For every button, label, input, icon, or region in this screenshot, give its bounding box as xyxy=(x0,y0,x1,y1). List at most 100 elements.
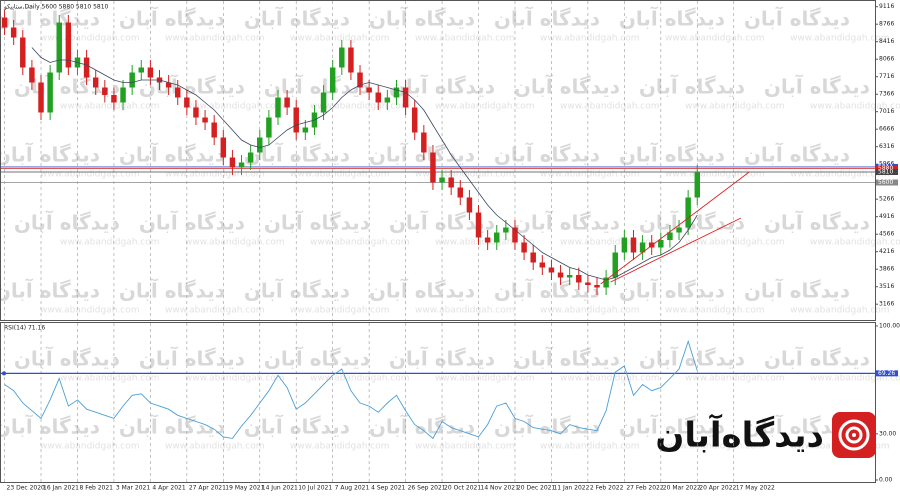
watermark-url: www.abandidgah.com xyxy=(540,34,640,44)
candle-body xyxy=(375,92,381,103)
y-tick-label: 3166 xyxy=(879,301,894,308)
candle-body xyxy=(92,77,99,88)
candle-body xyxy=(475,212,482,238)
x-tick-label: 16 Jan 2021 xyxy=(43,485,79,492)
watermark-url: www.abandidgah.com xyxy=(665,170,765,180)
watermark-url: www.abandidgah.com xyxy=(665,442,765,452)
candle-body xyxy=(694,172,700,198)
candle-body xyxy=(120,87,126,103)
candle-body xyxy=(466,197,473,213)
watermark-brand: دیدگاه آبان xyxy=(639,346,745,371)
watermark-url: www.abandidgah.com xyxy=(790,306,890,316)
x-tick-label: 2 Feb 2022 xyxy=(590,485,624,492)
watermark-brand: دیدگاه آبان xyxy=(494,6,600,31)
watermark-url: www.abandidgah.com xyxy=(185,238,285,248)
candle-body xyxy=(539,262,546,268)
candle-body xyxy=(585,282,591,285)
watermark-brand: دیدگاه آبان xyxy=(244,278,350,303)
candle-body xyxy=(384,97,391,103)
watermark-url: www.abandidgah.com xyxy=(185,102,285,112)
x-tick-label: 14 Jun 2021 xyxy=(262,485,298,492)
candle-body xyxy=(594,285,600,288)
candle-body xyxy=(65,22,72,68)
watermark-url: www.abandidgah.com xyxy=(290,442,390,452)
watermark-url: www.abandidgah.com xyxy=(185,374,285,384)
candle-body xyxy=(576,275,582,283)
y-tick-label: 4916 xyxy=(879,213,894,220)
watermark-url: www.abandidgah.com xyxy=(435,374,535,384)
candle-body xyxy=(439,177,445,183)
watermark-url: www.abandidgah.com xyxy=(165,442,265,452)
watermark-url: www.abandidgah.com xyxy=(165,170,265,180)
candle-body xyxy=(284,97,290,108)
watermark-brand: دیدگاه آبان xyxy=(639,210,745,235)
watermark-brand: دیدگاه آبان xyxy=(139,346,245,371)
y-tick-label: 3516 xyxy=(879,283,894,290)
rsi-title: RSI(14) 71.16 xyxy=(4,325,45,332)
x-tick-label: 10 Jul 2021 xyxy=(298,485,332,492)
watermark-url: www.abandidgah.com xyxy=(290,34,390,44)
candle-body xyxy=(457,187,464,198)
y-tick-label: 6316 xyxy=(879,143,894,150)
x-tick-label: 20 Apr 2022 xyxy=(699,485,736,492)
candle-body xyxy=(339,47,345,68)
watermark-url: www.abandidgah.com xyxy=(290,306,390,316)
x-tick-label: 20 Dec 2021 xyxy=(517,485,556,492)
watermark-brand: دیدگاه آبان xyxy=(119,414,225,439)
watermark-url: www.abandidgah.com xyxy=(810,374,900,384)
watermark-brand: دیدگاه آبان xyxy=(369,278,475,303)
candle-body xyxy=(494,232,500,243)
candle-body xyxy=(129,72,135,88)
watermark-url: www.abandidgah.com xyxy=(60,102,160,112)
candle-body xyxy=(411,107,418,133)
moving-average xyxy=(31,47,698,281)
candle-body xyxy=(430,152,436,183)
candle-body xyxy=(348,47,354,73)
candle-body xyxy=(175,87,181,98)
level-tag xyxy=(876,165,898,172)
watermark-brand: دیدگاه آبان xyxy=(764,74,870,99)
watermark-brand: دیدگاه آبان xyxy=(139,210,245,235)
candle-body xyxy=(266,117,272,138)
candle-body xyxy=(29,67,35,83)
level-label: 69.26 xyxy=(878,370,895,377)
watermark-url: www.abandidgah.com xyxy=(560,374,660,384)
y-tick-label: 8766 xyxy=(879,21,894,28)
watermark-url: www.abandidgah.com xyxy=(540,306,640,316)
y-tick-label: 3866 xyxy=(879,266,894,273)
watermark-url: www.abandidgah.com xyxy=(165,306,265,316)
watermark-brand: دیدگاه آبان xyxy=(0,6,100,31)
level-label: 5810 xyxy=(878,169,893,176)
candle-body xyxy=(302,127,309,133)
candle-body xyxy=(630,237,637,253)
watermark-brand: دیدگاه آبان xyxy=(244,414,350,439)
x-tick-label: 20 Mar 2022 xyxy=(663,485,701,492)
watermark-brand: دیدگاه آبان xyxy=(494,278,600,303)
x-tick-label: 14 Nov 2021 xyxy=(481,485,520,492)
x-tick-label: 3 Mar 2021 xyxy=(116,485,150,492)
logo-ring xyxy=(845,426,863,444)
watermark-url: www.abandidgah.com xyxy=(435,238,535,248)
y-tick-label: 4216 xyxy=(879,248,894,255)
watermark-url: www.abandidgah.com xyxy=(415,306,515,316)
candle-body xyxy=(484,237,491,243)
main-panel xyxy=(0,0,876,321)
watermark-brand: دیدگاه آبان xyxy=(0,142,100,167)
candle-body xyxy=(257,137,263,153)
watermark-url: www.abandidgah.com xyxy=(415,34,515,44)
candle-body xyxy=(676,227,682,233)
watermark-brand: دیدگاه آبان xyxy=(744,6,850,31)
y-tick-label: 0.00 xyxy=(879,477,893,484)
candle-body xyxy=(56,22,62,73)
trend-line xyxy=(610,217,742,283)
watermark-brand: دیدگاه آبان xyxy=(619,6,725,31)
watermark-brand: دیدگاه آبان xyxy=(0,278,100,303)
x-tick-label: 27 Feb 2022 xyxy=(626,485,664,492)
watermark-url: www.abandidgah.com xyxy=(290,170,390,180)
watermark-url: www.abandidgah.com xyxy=(310,238,410,248)
candle-body xyxy=(193,107,199,118)
watermark-url: www.abandidgah.com xyxy=(40,306,140,316)
candle-body xyxy=(512,227,518,243)
